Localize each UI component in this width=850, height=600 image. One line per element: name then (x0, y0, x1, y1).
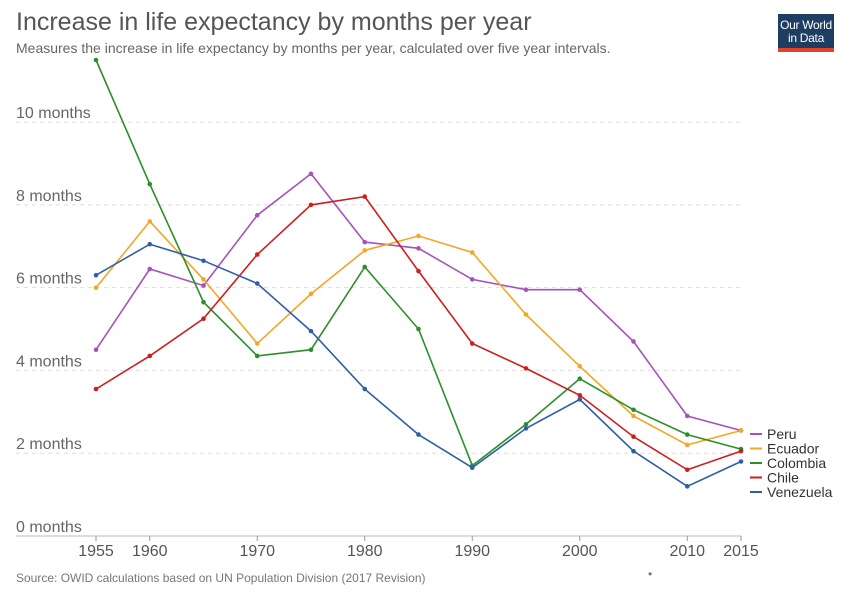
data-point-colombia[interactable] (684, 432, 690, 437)
data-point-chile[interactable] (416, 268, 421, 274)
data-point-chile[interactable] (631, 434, 636, 439)
data-point-chile[interactable] (469, 341, 475, 346)
data-point-chile[interactable] (523, 366, 529, 371)
data-point-chile[interactable] (201, 316, 206, 321)
data-point-colombia[interactable] (254, 353, 260, 359)
data-point-chile[interactable] (684, 467, 690, 473)
data-point-ecuador[interactable] (147, 219, 153, 224)
data-point-colombia[interactable] (308, 347, 314, 353)
data-point-peru[interactable] (523, 287, 529, 293)
data-point-peru[interactable] (201, 283, 206, 288)
data-point-ecuador[interactable] (523, 312, 529, 317)
data-point-colombia[interactable] (147, 181, 153, 187)
x-tick-label: 1955 (78, 543, 114, 560)
data-point-ecuador[interactable] (469, 250, 475, 255)
data-point-venezuela[interactable] (416, 432, 421, 437)
data-point-venezuela[interactable] (631, 448, 636, 454)
x-tick-label: 2015 (723, 543, 759, 560)
chart-title: Increase in life expectancy by months pe… (16, 8, 532, 36)
data-point-venezuela[interactable] (684, 484, 690, 489)
logo-line-1: Our World (780, 18, 832, 32)
x-tick-label: 1990 (454, 543, 490, 560)
series-line-venezuela[interactable] (95, 243, 742, 488)
y-tick-label: 6 months (16, 271, 82, 288)
data-point-chile[interactable] (147, 353, 153, 359)
data-point-peru[interactable] (93, 347, 99, 353)
data-point-peru[interactable] (469, 277, 475, 282)
x-tick-label: 1970 (239, 543, 275, 560)
x-tick-label: 1960 (132, 543, 168, 560)
data-point-ecuador[interactable] (577, 363, 583, 369)
data-point-colombia[interactable] (362, 264, 368, 270)
legend-label-chile[interactable]: Chile (767, 470, 799, 486)
legend-label-colombia[interactable]: Colombia (767, 455, 826, 471)
data-point-ecuador[interactable] (416, 233, 421, 239)
y-tick-label: 2 months (16, 436, 82, 453)
data-point-chile[interactable] (577, 392, 583, 398)
data-point-chile[interactable] (308, 202, 314, 208)
data-point-peru[interactable] (147, 266, 153, 272)
data-point-chile[interactable] (738, 448, 744, 454)
logo-line-2: in Data (788, 31, 824, 45)
data-point-venezuela[interactable] (93, 272, 99, 278)
owid-logo[interactable]: Our World in Data (778, 14, 834, 52)
source-note: Source: OWID calculations based on UN Po… (16, 571, 426, 585)
data-point-venezuela[interactable] (523, 426, 529, 431)
y-tick-label: 0 months (16, 519, 82, 536)
data-point-ecuador[interactable] (684, 442, 690, 448)
series-line-peru[interactable] (95, 172, 742, 432)
y-axis-ticks: 0 months 2 months 4 months 6 months 8 months… (16, 105, 91, 536)
data-point-ecuador[interactable] (254, 341, 260, 346)
data-point-ecuador[interactable] (631, 413, 636, 419)
series-line-ecuador[interactable] (95, 220, 742, 446)
data-point-venezuela[interactable] (308, 328, 314, 334)
data-point-venezuela[interactable] (362, 386, 368, 392)
data-point-ecuador[interactable] (93, 285, 99, 290)
data-point-peru[interactable] (577, 287, 583, 293)
data-point-ecuador[interactable] (362, 248, 368, 253)
series-line-colombia[interactable] (95, 59, 742, 467)
data-point-colombia[interactable] (631, 407, 636, 413)
data-point-colombia[interactable] (523, 421, 529, 427)
data-point-venezuela[interactable] (738, 459, 744, 464)
data-point-colombia[interactable] (93, 57, 99, 63)
legend-label-peru[interactable]: Peru (767, 426, 797, 442)
data-point-ecuador[interactable] (738, 428, 744, 433)
x-tick-label: 2000 (562, 543, 598, 560)
data-point-chile[interactable] (254, 252, 260, 257)
x-axis-ticks: 1955 1960 1970 1980 1990 2000 2010 2015 (78, 536, 759, 560)
data-point-colombia[interactable] (577, 376, 583, 382)
gridlines (16, 121, 741, 537)
x-tick-label: 2010 (669, 543, 705, 560)
data-point-chile[interactable] (362, 194, 368, 199)
y-tick-label: 10 months (16, 105, 91, 122)
data-point-chile[interactable] (93, 386, 99, 392)
data-point-peru[interactable] (631, 339, 636, 344)
data-point-peru[interactable] (362, 239, 368, 245)
data-point-venezuela[interactable] (147, 241, 153, 247)
chart-subtitle: Measures the increase in life expectancy… (16, 40, 611, 56)
data-point-colombia[interactable] (201, 299, 206, 305)
data-point-venezuela[interactable] (577, 397, 583, 402)
data-point-peru[interactable] (416, 246, 421, 251)
data-point-ecuador[interactable] (201, 277, 206, 282)
footer-dot: • (648, 567, 653, 581)
legend-label-ecuador[interactable]: Ecuador (767, 441, 819, 457)
data-point-venezuela[interactable] (254, 281, 260, 286)
data-point-colombia[interactable] (416, 326, 421, 332)
data-point-venezuela[interactable] (469, 465, 475, 471)
y-tick-label: 4 months (16, 353, 82, 370)
data-point-peru[interactable] (254, 212, 260, 218)
logo-accent-bar (778, 48, 834, 52)
legend-label-venezuela[interactable]: Venezuela (767, 484, 833, 500)
data-point-peru[interactable] (684, 413, 690, 419)
x-tick-label: 1980 (347, 543, 383, 560)
data-point-peru[interactable] (308, 171, 314, 177)
data-point-ecuador[interactable] (308, 291, 314, 297)
data-point-venezuela[interactable] (201, 258, 206, 264)
y-tick-label: 8 months (16, 188, 82, 205)
series-lines (93, 57, 744, 489)
